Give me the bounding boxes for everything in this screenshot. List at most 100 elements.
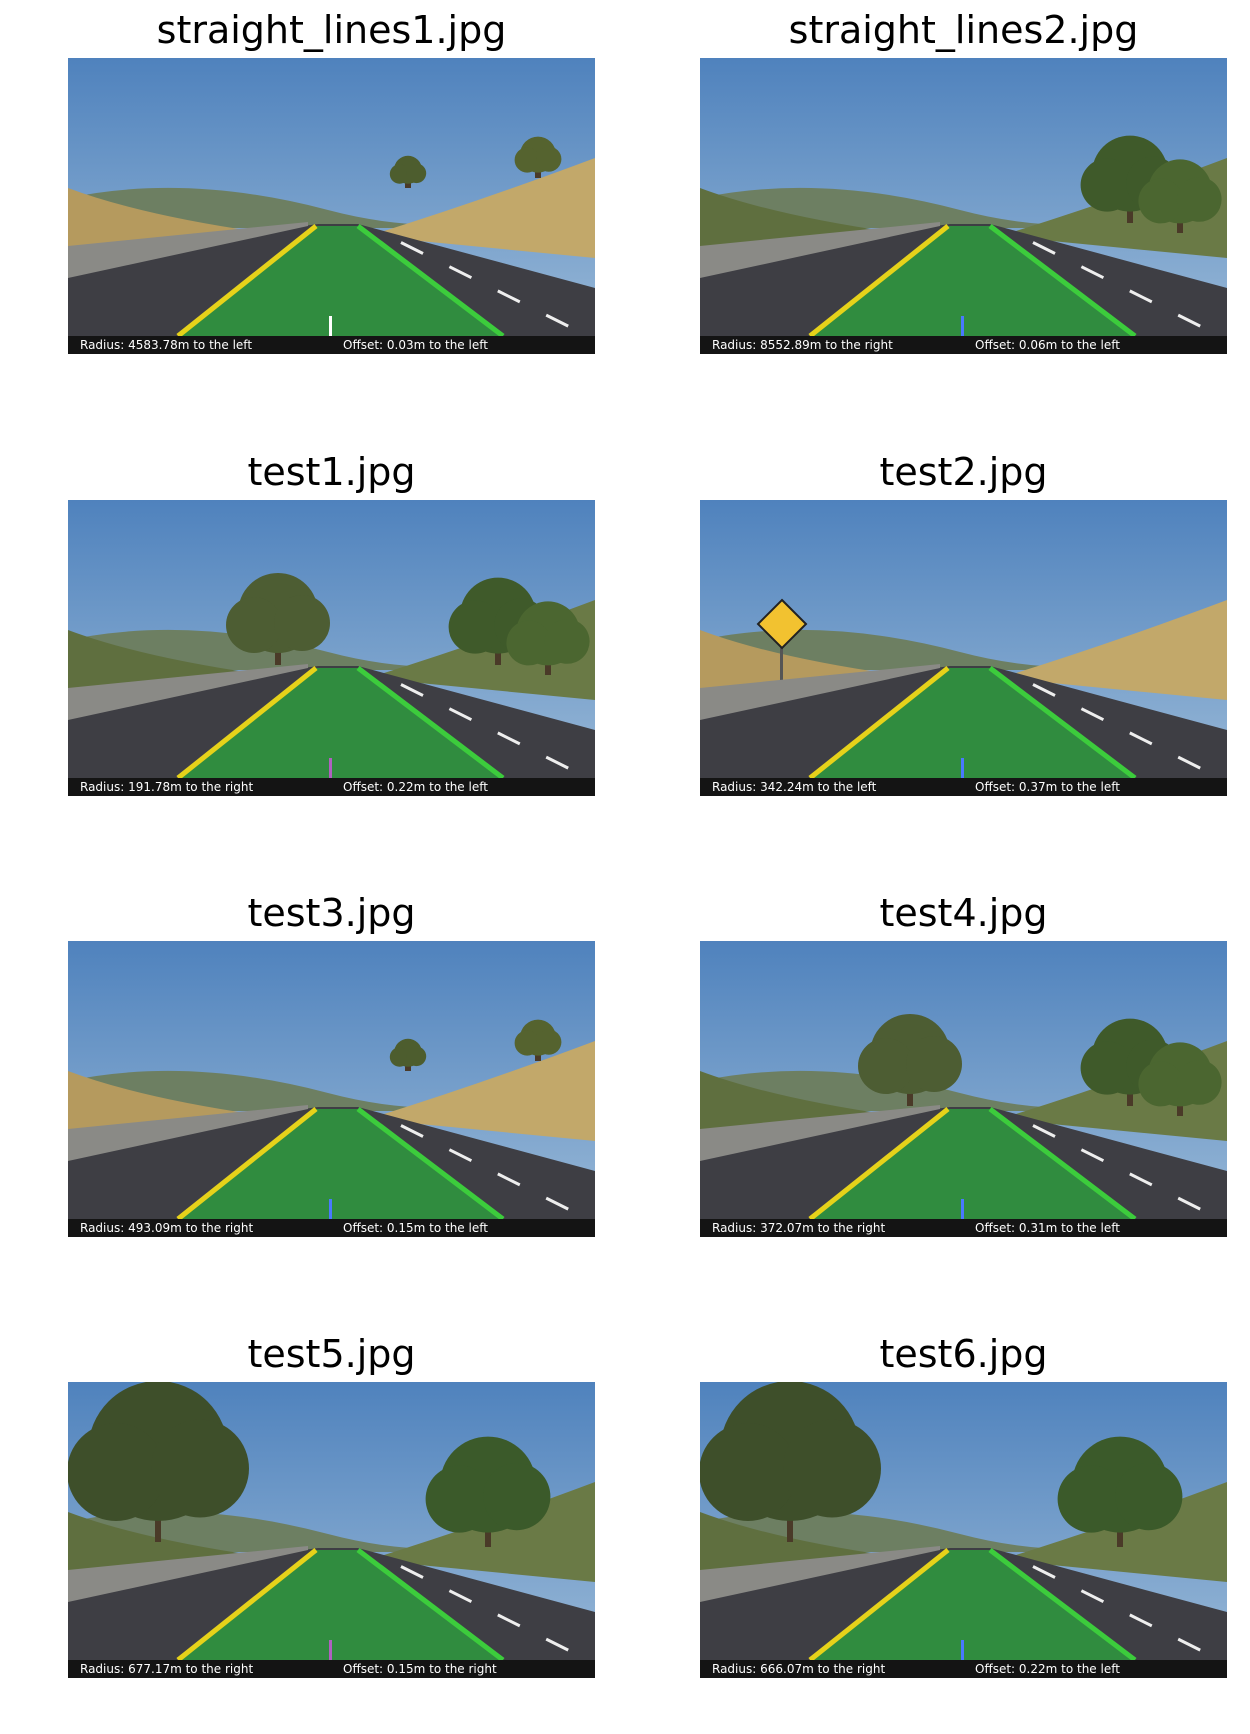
tree-canopy [506,620,552,666]
dashed-lane-marking [545,1637,569,1652]
dashed-lane-marking [1080,707,1105,722]
tree-canopy [68,1423,165,1521]
radius-readout: Radius: 342.24m to the left [712,780,877,794]
median-barrier [700,1105,940,1161]
tree-canopy [1057,1465,1125,1533]
tree-canopy [274,595,330,651]
detected-lane-area [178,668,503,778]
caption-bar: Radius: 372.07m to the right Offset: 0.3… [700,1219,1227,1237]
left-lane-line [808,1548,950,1662]
dashed-lane-marking [1177,1637,1201,1652]
tree-canopy [1138,1061,1184,1107]
offset-readout: Offset: 0.03m to the left [343,338,488,352]
distant-hills [68,629,595,670]
panel-title: test4.jpg [879,891,1048,935]
distant-hills [700,187,1227,228]
right-lane-line [356,224,505,338]
tree-canopy [700,1423,797,1521]
tree-canopy [858,1038,914,1094]
offset-readout: Offset: 0.15m to the left [343,1221,488,1235]
road-scene [700,941,1227,1237]
distant-hills [700,629,1227,670]
road-scene [700,58,1227,354]
right-lane-line [356,666,505,780]
dashed-lane-marking [448,1148,473,1163]
dashed-lane-marking [448,707,473,722]
distant-hills [700,1511,1227,1552]
road-photo: Radius: 372.07m to the right Offset: 0.3… [700,941,1227,1237]
panel-title: straight_lines2.jpg [788,8,1139,52]
dashed-lane-marking [1080,265,1105,280]
median-barrier [68,664,308,720]
tree-canopy [1176,1060,1222,1105]
dashed-lane-marking [1080,1589,1105,1604]
dashed-lane-marking [1129,731,1153,746]
tree-canopy [1080,158,1134,212]
left-lane-line [176,666,318,780]
detected-lane-area [810,668,1135,778]
left-lane-line [808,1107,950,1221]
caption-bar: Radius: 342.24m to the left Offset: 0.37… [700,778,1227,796]
dashed-lane-marking [497,289,521,304]
road-photo: Radius: 8552.89m to the right Offset: 0.… [700,58,1227,354]
panel-title: test1.jpg [247,450,416,494]
dashed-lane-marking [1177,1196,1201,1211]
caption-bar: Radius: 8552.89m to the right Offset: 0.… [700,336,1227,354]
offset-readout: Offset: 0.22m to the left [343,780,488,794]
tree-canopy [536,1029,562,1055]
detected-lane-area [810,1109,1135,1219]
dashed-lane-marking [1032,683,1056,697]
dashed-lane-marking [545,755,569,770]
radius-readout: Radius: 8552.89m to the right [712,338,893,352]
road-scene [700,500,1227,796]
panel-title: test3.jpg [247,891,416,935]
right-lane-line [988,666,1137,780]
tree-canopy [406,163,427,184]
tree-canopy [1115,1463,1183,1531]
dashed-lane-marking [497,1613,521,1628]
dashed-lane-marking [545,1196,569,1211]
right-embankment [368,158,595,258]
left-lane-line [808,224,950,338]
radius-readout: Radius: 372.07m to the right [712,1221,886,1235]
dashed-lane-marking [1129,1613,1153,1628]
vehicle-center-marker [961,316,964,336]
dashed-lane-marking [545,313,569,328]
detected-lane-area [178,1550,503,1660]
dashed-lane-marking [497,731,521,746]
left-lane-line [176,1548,318,1662]
left-lane-line [808,666,950,780]
road-photo: Radius: 666.07m to the right Offset: 0.2… [700,1382,1227,1678]
dashed-lane-marking [448,265,473,280]
dashed-lane-marking [1032,241,1056,255]
tree-canopy [226,597,282,653]
tree-canopy [483,1463,551,1531]
road-photo: Radius: 493.09m to the right Offset: 0.1… [68,941,595,1237]
dashed-lane-marking [1177,313,1201,328]
right-lane-line [356,1548,505,1662]
road-photo: Radius: 677.17m to the right Offset: 0.1… [68,1382,595,1678]
radius-readout: Radius: 191.78m to the right [80,780,254,794]
tree-canopy [406,1046,427,1067]
panel-title: test6.jpg [879,1332,1048,1376]
detected-lane-area [178,1109,503,1219]
road-photo: Radius: 4583.78m to the left Offset: 0.0… [68,58,595,354]
distant-hills [68,1511,595,1552]
road-photo: Radius: 342.24m to the left Offset: 0.37… [700,500,1227,796]
median-barrier [700,1546,940,1602]
dashed-lane-marking [400,1565,424,1579]
vehicle-center-marker [329,1640,332,1660]
tree-canopy [151,1419,249,1518]
tree-canopy [425,1465,493,1533]
tree-canopy [389,1047,410,1067]
tree-canopy [544,619,590,664]
offset-readout: Offset: 0.22m to the left [975,1662,1120,1676]
caption-bar: Radius: 677.17m to the right Offset: 0.1… [68,1660,595,1678]
deer-crossing-sign [756,598,808,650]
right-lane-line [356,1107,505,1221]
tree-canopy [1138,178,1184,224]
right-lane-line [988,224,1137,338]
tree-canopy [1176,177,1222,222]
detected-lane-area [810,1550,1135,1660]
offset-readout: Offset: 0.37m to the left [975,780,1120,794]
